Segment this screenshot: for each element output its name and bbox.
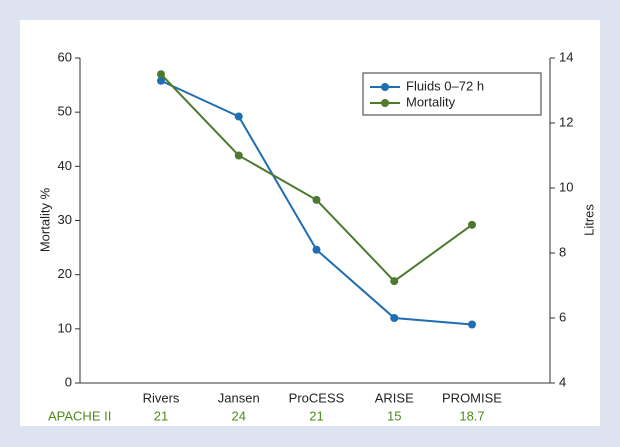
y-axis-label: Mortality % [37, 187, 52, 252]
apache-value: 15 [387, 408, 401, 423]
x-tick-label: ARISE [375, 390, 414, 405]
y2-tick-label: 10 [559, 179, 573, 194]
y-tick-label: 30 [58, 212, 72, 227]
y2-tick-label: 4 [559, 374, 566, 389]
y2-tick-label: 6 [559, 309, 566, 324]
point [234, 112, 243, 121]
y2-tick-label: 14 [559, 49, 573, 64]
point [468, 220, 476, 229]
y2-axis-label: Litres [581, 204, 596, 236]
legend-marker [381, 83, 389, 91]
y-tick-label: 0 [65, 374, 72, 389]
legend-label: Fluids 0–72 h [406, 78, 484, 93]
point [157, 70, 165, 79]
y2-tick-label: 8 [559, 244, 566, 259]
apache-value: 24 [232, 408, 246, 423]
point [390, 314, 399, 322]
x-tick-label: ProCESS [289, 390, 345, 405]
apache-value: 21 [154, 408, 168, 423]
y2-tick-label: 12 [559, 114, 573, 129]
apache-value: 21 [309, 408, 323, 423]
legend-marker [381, 99, 389, 107]
x-tick-label: Rivers [143, 390, 180, 405]
point [312, 245, 321, 254]
point [157, 76, 165, 85]
x-tick-label: Jansen [218, 390, 260, 405]
x-tick-label: PROMISE [442, 390, 502, 405]
legend-label: Mortality [406, 94, 456, 109]
point [234, 151, 243, 160]
y-tick-label: 60 [58, 49, 72, 64]
apache-value: 18.7 [459, 408, 484, 423]
point [390, 277, 399, 286]
y-tick-label: 10 [58, 320, 72, 335]
apache-label: APACHE II [48, 408, 111, 423]
y-tick-label: 40 [58, 158, 72, 173]
point [312, 195, 321, 204]
point [468, 320, 476, 329]
legend [362, 72, 542, 116]
y-tick-label: 50 [58, 104, 72, 119]
y-tick-label: 20 [58, 266, 72, 281]
